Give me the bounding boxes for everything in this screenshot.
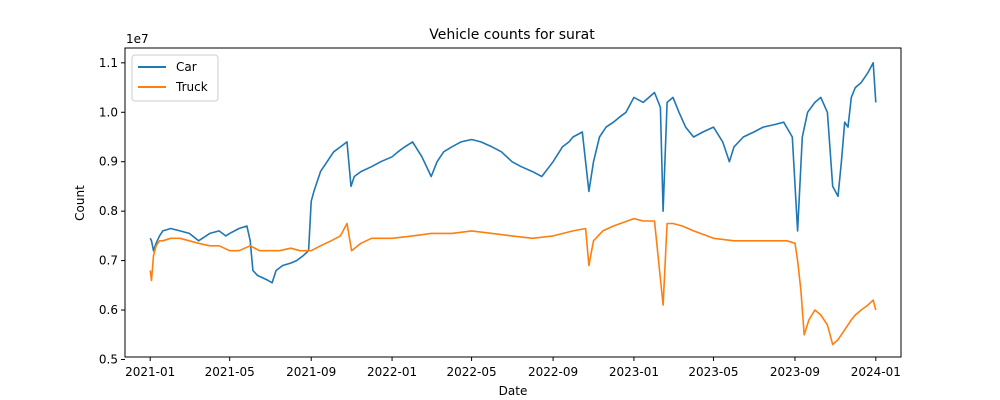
x-tick-label: 2021-05	[205, 365, 255, 379]
y-tick-label: 0.5	[99, 352, 118, 366]
x-axis-label: Date	[499, 384, 528, 398]
legend-box	[131, 54, 219, 102]
x-tick-label: 2023-09	[770, 365, 820, 379]
plot-frame	[124, 47, 902, 358]
series-line-car	[149, 61, 877, 284]
y-axis-label: Count	[73, 185, 87, 221]
x-tick-label: 2022-09	[528, 365, 578, 379]
y-tick-label: 0.8	[99, 204, 118, 218]
x-tick-label: 2022-05	[447, 365, 497, 379]
x-tick-label: 2024-01	[851, 365, 901, 379]
x-tick-label: 2021-09	[286, 365, 336, 379]
y-tick-label: 0.7	[99, 254, 118, 268]
y-tick-label: 1.0	[99, 105, 118, 119]
series-layer	[149, 61, 877, 346]
x-tick-label: 2023-05	[688, 365, 738, 379]
x-tick-label: 2022-01	[367, 365, 417, 379]
legend: Car Truck	[131, 54, 219, 102]
y-tick-label: 0.9	[99, 155, 118, 169]
ticks-layer: 2021-01 2021-05 2021-09 2022-01 2022-05 2022-…	[99, 56, 901, 379]
y-tick-label: 1.1	[99, 56, 118, 70]
series-line-truck	[149, 217, 877, 346]
x-tick-label: 2021-01	[125, 365, 175, 379]
y-tick-label: 0.6	[99, 303, 118, 317]
chart-title: Vehicle counts for surat	[429, 27, 595, 43]
y-offset-label: 1e7	[126, 32, 149, 46]
legend-label-car: Car	[176, 60, 197, 74]
legend-label-truck: Truck	[175, 80, 208, 94]
x-tick-label: 2023-01	[609, 365, 659, 379]
